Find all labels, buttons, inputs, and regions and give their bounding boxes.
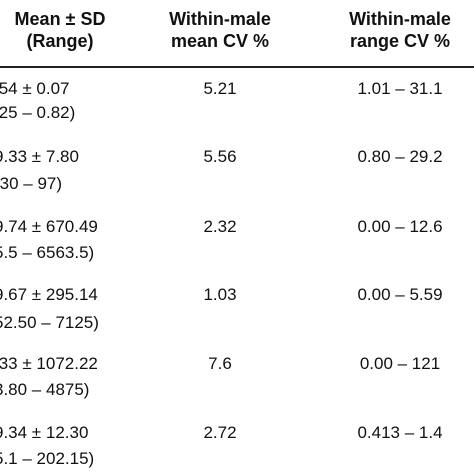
header-mean-sd-line2: (Range) (26, 31, 94, 51)
header-rule (0, 66, 474, 68)
row-6-range: 5.1 – 202.15) (0, 449, 95, 468)
row-2-mean-cv: 5.56 (203, 147, 237, 166)
row-1-mean-sd: .54 ± 0.07 (0, 79, 70, 98)
row-2-range: (30 – 97) (0, 174, 63, 193)
header-range-cv-line2: range CV % (349, 31, 451, 51)
header-mean-sd: Mean ± SD (Range) (0, 8, 130, 52)
header-mean-cv-line1: Within-male (169, 9, 271, 29)
header-mean-sd-line1: Mean ± SD (14, 9, 106, 29)
header-mean-cv-line2: mean CV % (170, 31, 270, 51)
row-4-range-cv: 0.00 – 5.59 (357, 285, 443, 304)
row-2-range-cv: 0.80 – 29.2 (357, 147, 443, 166)
row-5-mean-sd: .33 ± 1072.22 (0, 354, 98, 373)
row-3-mean-sd: 9.74 ± 670.49 (0, 217, 98, 236)
row-3-mean-cv: 2.32 (203, 217, 237, 236)
header-range-cv-line1: Within-male (349, 9, 451, 29)
header-mean-cv: Within-male mean CV % (150, 8, 290, 52)
row-4-range: 52.50 – 7125) (0, 313, 99, 332)
row-6-mean-cv: 2.72 (203, 423, 237, 442)
header-range-cv: Within-male range CV % (325, 8, 474, 52)
row-5-range: 3.80 – 4875) (0, 380, 90, 399)
row-1-range-cv: 1.01 – 31.1 (357, 79, 443, 98)
row-6-mean-sd: 9.34 ± 12.30 (0, 423, 89, 442)
row-4-mean-sd: 9.67 ± 295.14 (0, 285, 98, 304)
row-4-mean-cv: 1.03 (203, 285, 237, 304)
row-6-range-cv: 0.413 – 1.4 (357, 423, 443, 442)
row-5-range-cv: 0.00 – 121 (359, 354, 441, 373)
row-3-range: 5.5 – 6563.5) (0, 243, 95, 262)
row-2-mean-sd: 9.33 ± 7.80 (0, 147, 79, 166)
row-5-mean-cv: 7.6 (208, 354, 232, 373)
row-1-range: .25 – 0.82) (0, 103, 76, 122)
row-1-mean-cv: 5.21 (203, 79, 237, 98)
row-3-range-cv: 0.00 – 12.6 (357, 217, 443, 236)
